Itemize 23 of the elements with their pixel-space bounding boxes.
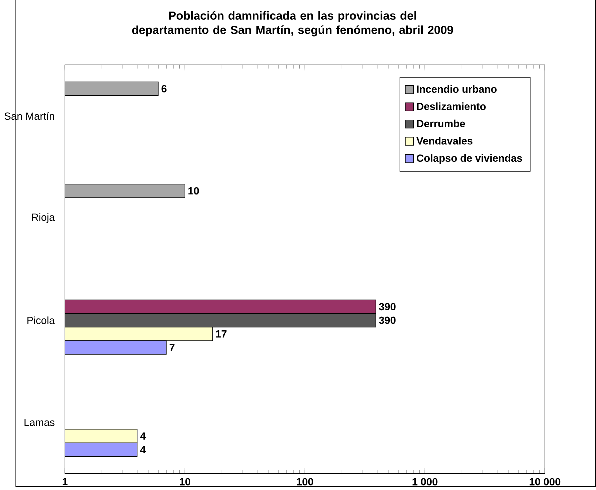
x-tick-label: 1 000 [412,478,438,486]
y-tick-label: Picola [28,316,56,324]
data-label: 390 [379,303,396,311]
x-tick-label: 10 000 [530,478,561,486]
legend-label: Vendavales [416,137,473,145]
data-label: 6 [162,85,167,93]
x-tick-label: 1 [62,478,68,486]
y-tick-label: Lamas [24,419,55,426]
chart-title: Población damnificada en las provincias del departamento de San Martín, según fenómeno, abril 2009 [132,11,454,37]
legend-label: Deslizamiento [417,102,486,110]
legend-label: Colapso de viviendas [417,154,522,164]
legend-label: Derrumbe [417,120,466,128]
x-tick-label: 10 [180,478,191,486]
data-label: 390 [379,316,396,324]
legend-label: Incendio urbano [417,85,497,94]
data-label: 4 [140,432,146,440]
data-label: 10 [188,187,200,195]
data-label: 4 [140,446,146,454]
y-tick-label: Rioja [32,214,56,224]
x-tick-label: 100 [297,478,314,486]
data-label: 17 [216,330,227,338]
y-tick-label: San Martín [4,112,54,120]
data-label: 7 [170,344,175,352]
